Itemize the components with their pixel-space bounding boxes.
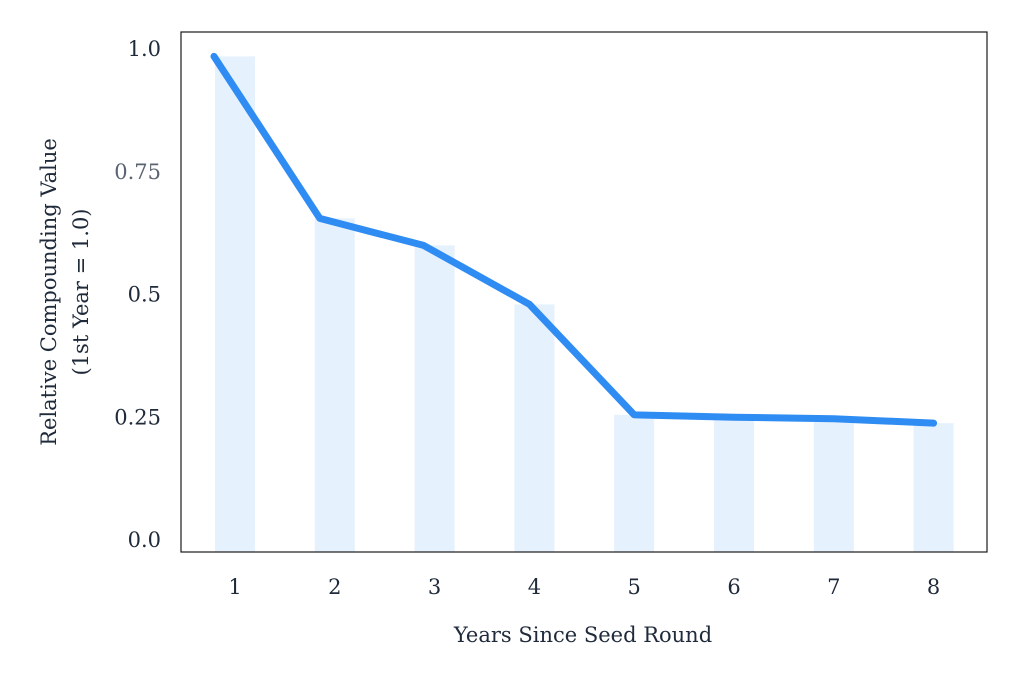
y-tick-label: 0.0 (128, 528, 161, 552)
x-tick-label: 1 (228, 575, 241, 599)
y-tick-label: 0.75 (114, 160, 161, 184)
y-axis-label: Relative Compounding Value (37, 138, 61, 446)
y-tick-labels: 0.0 0.25 0.5 0.75 1.0 (114, 37, 161, 552)
x-tick-label: 2 (328, 575, 341, 599)
x-tick-label: 3 (428, 575, 441, 599)
plot-frame (180, 31, 988, 553)
bar-year-7 (813, 418, 854, 552)
bar-year-8 (913, 423, 954, 552)
bars-group (215, 56, 954, 553)
x-tick-label: 6 (727, 575, 740, 599)
x-tick-label: 4 (528, 575, 541, 599)
y-axis-sublabel: (1st Year = 1.0) (69, 208, 93, 375)
y-tick-label: 0.5 (128, 283, 161, 307)
x-tick-label: 5 (628, 575, 641, 599)
y-tick-label: 1.0 (128, 37, 161, 61)
x-tick-labels: 1 2 3 4 5 6 7 8 (228, 575, 940, 599)
line-layer (210, 52, 938, 427)
bar-year-1 (215, 56, 255, 553)
x-tick-label: 8 (927, 575, 940, 599)
bar-year-3 (414, 245, 455, 552)
y-tick-label: 0.25 (114, 405, 161, 429)
bar-year-4 (514, 304, 555, 552)
x-tick-label: 7 (827, 575, 840, 599)
bar-year-6 (714, 417, 754, 552)
bar-year-2 (314, 218, 355, 552)
bar-year-5 (614, 414, 655, 552)
series-line (210, 52, 938, 427)
x-axis-label: Years Since Seed Round (453, 623, 712, 647)
